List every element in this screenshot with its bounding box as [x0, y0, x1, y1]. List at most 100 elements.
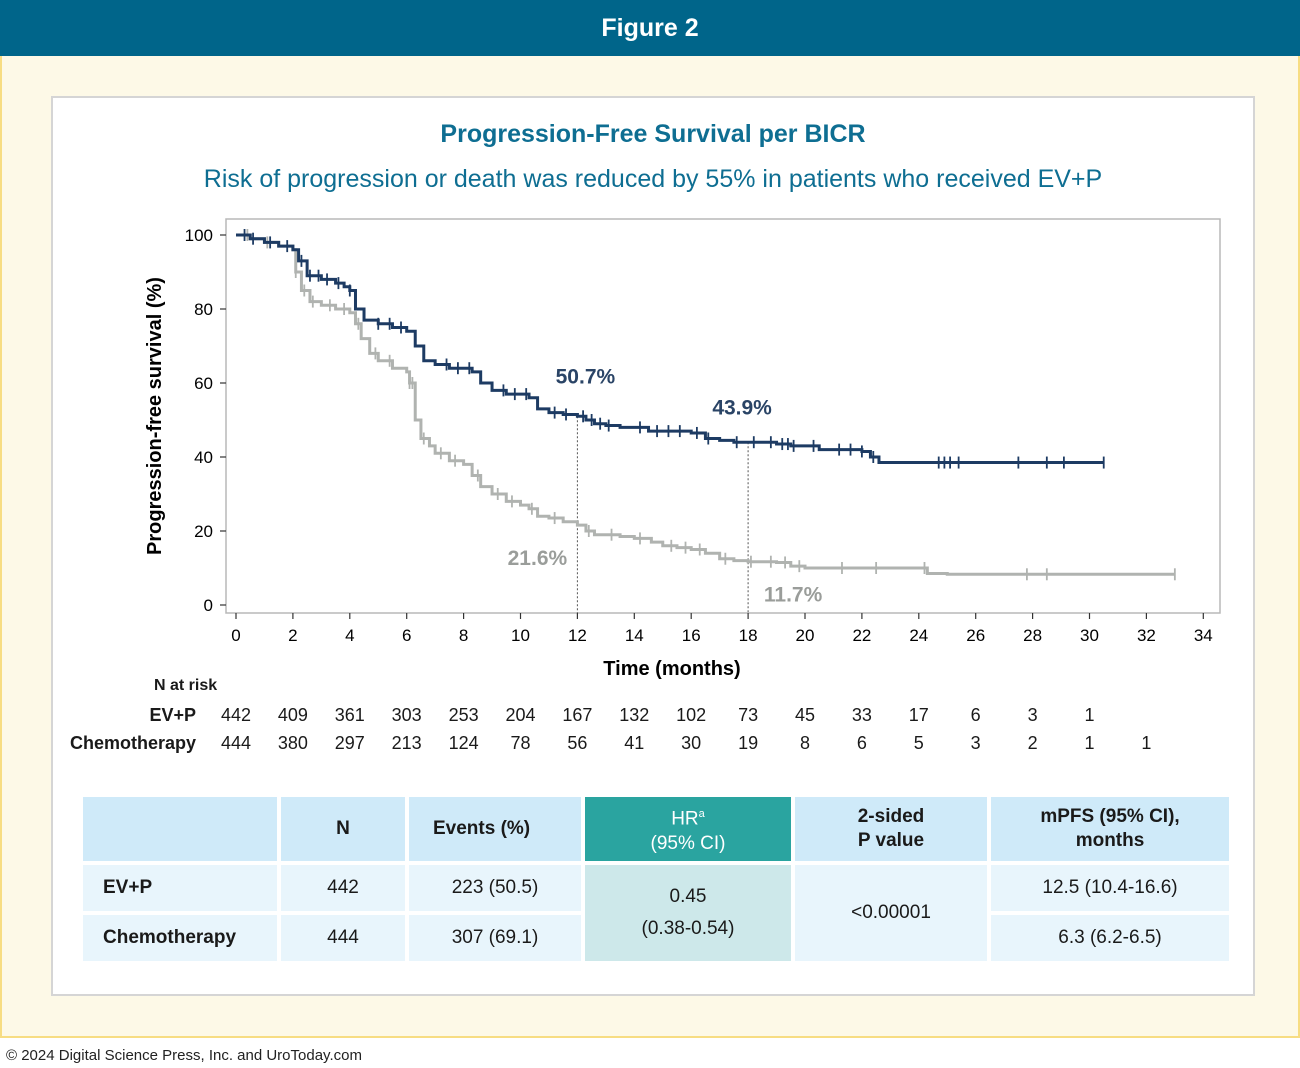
annotations: 50.7% 43.9% 21.6% 11.7% — [508, 365, 823, 606]
risk-count: 6 — [970, 705, 981, 725]
risk-count: 33 — [851, 705, 872, 725]
header-hr: HRa (95% CI) — [583, 797, 795, 865]
x-tick-label: 20 — [796, 626, 815, 645]
risk-count: 409 — [277, 705, 308, 725]
risk-count: 19 — [738, 733, 759, 753]
risk-row-label: EV+P — [149, 705, 196, 725]
risk-count: 167 — [562, 705, 593, 725]
risk-count: 380 — [277, 733, 308, 753]
x-tick-label: 22 — [852, 626, 871, 645]
risk-count: 132 — [619, 705, 650, 725]
cell-n: 442 — [279, 863, 409, 915]
chart-subtitle: Risk of progression or death was reduced… — [203, 165, 1103, 193]
risk-count: 1 — [1084, 705, 1095, 725]
cell-events: 307 (69.1) — [407, 913, 585, 965]
copyright-footer: © 2024 Digital Science Press, Inc. and U… — [6, 1047, 362, 1064]
y-tick-label: 100 — [185, 226, 213, 245]
hr-value: 0.45 — [669, 886, 707, 907]
x-axis: 0 2 4 6 8 10 12 14 16 18 20 22 24 26 28 30 32 34 — [231, 613, 1213, 645]
x-tick-label: 10 — [511, 626, 530, 645]
risk-count: 3 — [970, 733, 981, 753]
risk-count: 45 — [794, 705, 816, 725]
y-axis: 0 20 40 60 80 100 — [185, 226, 226, 615]
y-axis-label: Progression-free survival (%) — [144, 277, 166, 555]
x-tick-label: 28 — [1023, 626, 1042, 645]
x-tick-label: 14 — [625, 626, 644, 645]
x-tick-label: 6 — [402, 626, 411, 645]
risk-count: 78 — [510, 733, 531, 753]
header-empty — [83, 797, 281, 865]
cell-p-value: <0.00001 — [793, 863, 991, 965]
series-line — [236, 233, 1104, 465]
y-tick-label: 60 — [194, 374, 213, 393]
risk-count: 124 — [448, 733, 479, 753]
header-mpfs-line2: months — [1075, 830, 1145, 851]
risk-count: 361 — [334, 705, 365, 725]
risk-count: 30 — [681, 733, 702, 753]
risk-count: 204 — [505, 705, 536, 725]
header-events: Events (%) — [407, 797, 585, 865]
header-p-line2: P value — [857, 830, 925, 851]
risk-table-header: N at risk — [154, 677, 218, 694]
x-tick-label: 16 — [682, 626, 701, 645]
risk-count: 3 — [1027, 705, 1038, 725]
data-label: 50.7% — [556, 365, 616, 388]
risk-count: 442 — [220, 705, 252, 725]
table-row: Chemotherapy 444 307 (69.1) 6.3 (6.2-6.5… — [83, 913, 1233, 965]
cell-events: 223 (50.5) — [407, 863, 585, 915]
risk-count: 444 — [220, 733, 252, 753]
x-tick-label: 2 — [288, 626, 297, 645]
y-tick-label: 40 — [194, 448, 213, 467]
series-line — [236, 233, 1175, 576]
risk-count: 102 — [676, 705, 707, 725]
row-label: Chemotherapy — [83, 913, 281, 965]
x-tick-label: 30 — [1080, 626, 1099, 645]
risk-count: 6 — [856, 733, 867, 753]
x-tick-label: 32 — [1137, 626, 1156, 645]
data-label: 21.6% — [508, 547, 568, 570]
y-tick-label: 20 — [194, 522, 213, 541]
plot-area — [225, 218, 1221, 614]
row-label: EV+P — [83, 863, 281, 915]
risk-count: 5 — [913, 733, 924, 753]
data-label: 11.7% — [764, 584, 823, 607]
header-p-line1: 2-sided — [857, 806, 925, 827]
header-mpfs: mPFS (95% CI), months — [989, 797, 1233, 865]
risk-count: 17 — [908, 705, 929, 725]
y-tick-label: 0 — [204, 596, 213, 615]
figure-header: Figure 2 — [0, 0, 1300, 56]
risk-count: 303 — [391, 705, 422, 725]
risk-count: 2 — [1027, 733, 1038, 753]
header-hr-label: HR — [671, 808, 699, 830]
risk-count: 56 — [567, 733, 588, 753]
summary-header-row: N Events (%) HRa (95% CI) 2-sided P valu… — [83, 797, 1233, 865]
chart-title: Progression-Free Survival per BICR — [440, 120, 866, 148]
risk-count: 1 — [1084, 733, 1095, 753]
x-tick-label: 0 — [231, 626, 240, 645]
risk-count: 8 — [799, 733, 810, 753]
series-group — [236, 229, 1176, 581]
cell-mpfs: 12.5 (10.4-16.6) — [989, 863, 1233, 915]
cell-hr: 0.45 (0.38-0.54) — [583, 863, 795, 965]
x-tick-label: 34 — [1194, 626, 1213, 645]
risk-count: 213 — [391, 733, 422, 753]
risk-row-label: Chemotherapy — [69, 733, 196, 753]
hr-ci-value: (0.38-0.54) — [641, 918, 735, 939]
km-plot: 0 2 4 6 8 10 12 14 16 18 20 22 24 26 28 30 32 34 02040608… — [144, 218, 1221, 680]
risk-count: 253 — [448, 705, 479, 725]
table-row: EV+P 442 223 (50.5) 0.45 (0.38-0.54) <0.… — [83, 863, 1233, 965]
x-tick-label: 4 — [345, 626, 354, 645]
x-tick-label: 18 — [739, 626, 758, 645]
x-tick-label: 8 — [459, 626, 468, 645]
risk-count: 1 — [1141, 733, 1152, 753]
header-hr-ci: (95% CI) — [650, 832, 726, 854]
x-tick-label: 24 — [909, 626, 928, 645]
risk-count: 297 — [334, 733, 365, 753]
header-mpfs-line1: mPFS (95% CI), — [1040, 806, 1180, 827]
x-tick-label: 26 — [966, 626, 985, 645]
cell-n: 444 — [279, 913, 409, 965]
y-tick-label: 80 — [194, 300, 213, 319]
header-p: 2-sided P value — [793, 797, 991, 865]
cell-mpfs: 6.3 (6.2-6.5) — [989, 913, 1233, 965]
summary-table: N Events (%) HRa (95% CI) 2-sided P valu… — [83, 797, 1233, 965]
